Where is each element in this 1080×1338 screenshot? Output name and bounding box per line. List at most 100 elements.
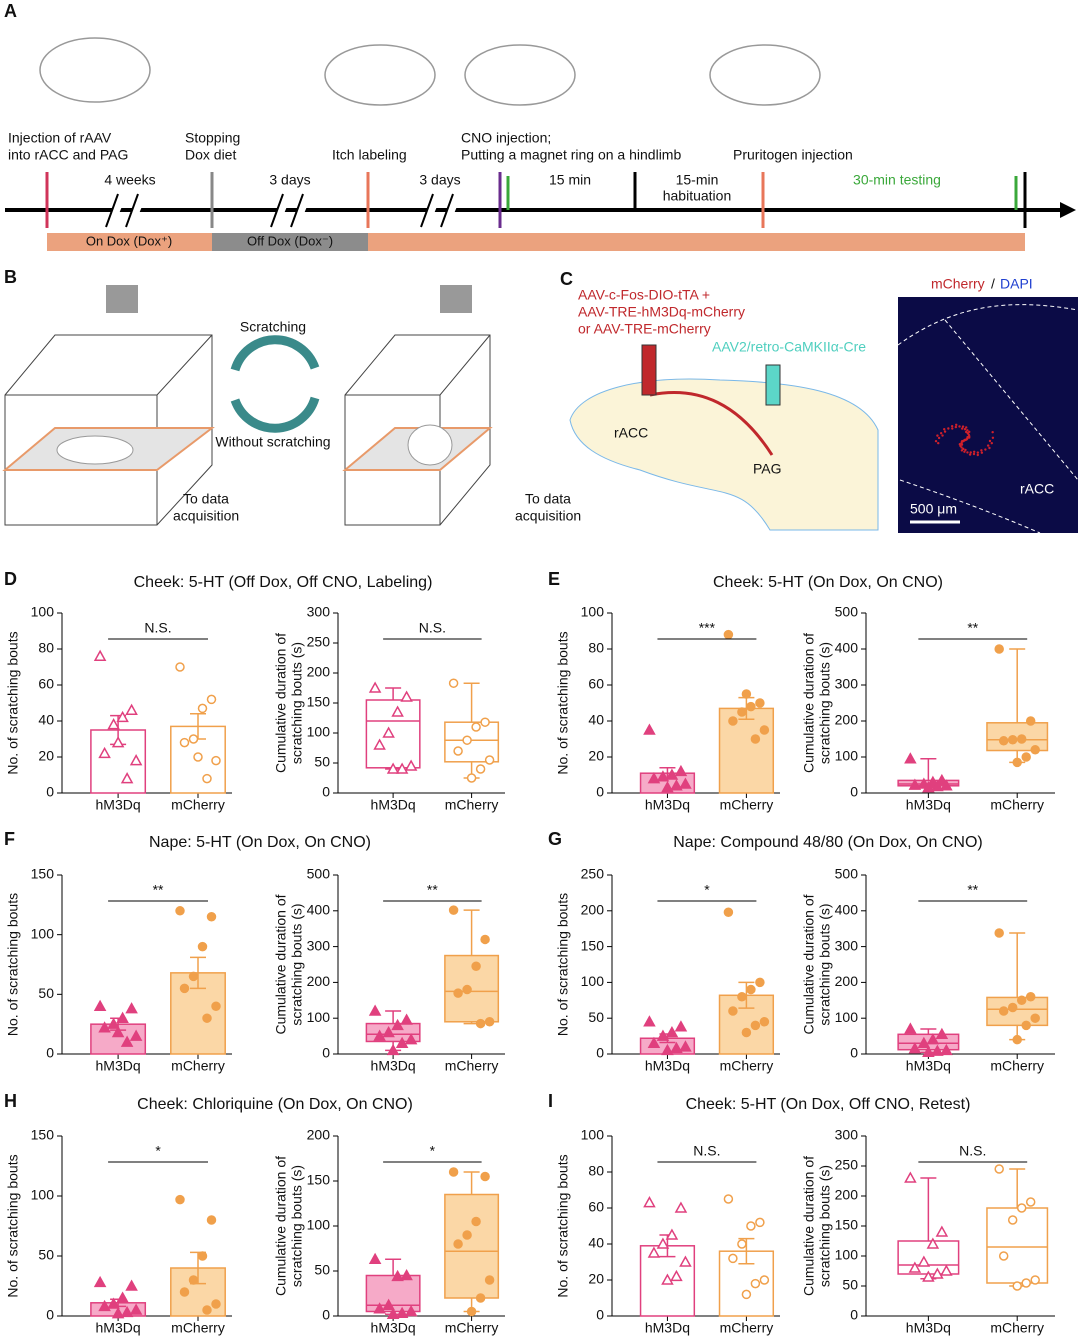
- point: [111, 736, 125, 748]
- y-tick-label: 40: [38, 712, 54, 728]
- time-markers: [45, 172, 1027, 228]
- point: [1021, 1020, 1031, 1031]
- point: [1007, 1215, 1018, 1225]
- x-tick-label: mCherry: [445, 1058, 499, 1074]
- cycle-label: Without scratching: [215, 434, 330, 450]
- point: [466, 1306, 477, 1317]
- point: [116, 710, 129, 723]
- point: [728, 1253, 738, 1264]
- cell: [980, 451, 984, 454]
- point: [129, 1029, 143, 1041]
- y-tick-label: 60: [588, 676, 604, 692]
- point: [368, 1252, 382, 1265]
- chart: 0 100 200 300 400 500 Cumulative duration of sc…: [801, 866, 1055, 1074]
- significance: **: [153, 882, 164, 898]
- y-axis-label: scratching bouts (s): [289, 642, 305, 764]
- cell: [951, 427, 954, 430]
- cell: [991, 436, 995, 440]
- y-tick-label: 300: [307, 937, 331, 953]
- cell: [962, 439, 965, 443]
- point: [391, 705, 404, 717]
- y-tick-label: 20: [38, 748, 54, 764]
- cell: [954, 425, 958, 429]
- x-tick-label: hM3Dq: [96, 1320, 141, 1336]
- point: [453, 746, 463, 756]
- point: [922, 1045, 935, 1057]
- point: [926, 1237, 940, 1249]
- cell: [961, 425, 965, 428]
- y-axis-label: scratching bouts (s): [817, 1165, 833, 1287]
- cell: [972, 450, 976, 453]
- y-tick-label: 200: [835, 973, 859, 989]
- point: [1016, 734, 1027, 744]
- y-tick-label: 20: [588, 748, 604, 764]
- point: [125, 1002, 138, 1014]
- point: [904, 1022, 917, 1034]
- significance: **: [967, 882, 978, 898]
- step: Stopping: [185, 130, 240, 146]
- y-tick-label: 0: [850, 1045, 858, 1061]
- point: [382, 1025, 395, 1038]
- y-tick-label: 60: [38, 676, 54, 692]
- interval: habituation: [663, 188, 732, 204]
- y-tick-label: 400: [307, 902, 331, 918]
- point: [940, 1264, 953, 1276]
- point: [1021, 1278, 1031, 1288]
- y-tick-label: 200: [581, 902, 605, 918]
- micrograph: [898, 297, 1078, 533]
- projection: [649, 391, 774, 456]
- significance: N.S.: [959, 1143, 986, 1159]
- y-tick-label: 500: [835, 866, 859, 882]
- y-tick-label: 50: [38, 985, 54, 1001]
- y-tick-label: 300: [835, 1127, 859, 1143]
- chart: 0 50 100 150 No. of scratching bouts hM3Dq mCh…: [5, 866, 232, 1074]
- point: [202, 1013, 212, 1023]
- point: [453, 988, 463, 998]
- point: [741, 1027, 752, 1038]
- y-tick-label: 500: [307, 866, 331, 882]
- cell: [964, 448, 967, 452]
- point: [935, 773, 949, 786]
- point: [111, 1307, 125, 1319]
- cell: [936, 434, 939, 437]
- y-tick-label: 0: [322, 1307, 330, 1323]
- cell: [988, 446, 991, 450]
- y-axis-label: Cumulative duration of: [801, 1156, 817, 1296]
- point: [931, 1044, 944, 1056]
- point: [935, 1225, 949, 1237]
- box: [444, 721, 500, 763]
- point: [179, 983, 190, 994]
- point: [750, 734, 761, 744]
- point: [188, 971, 199, 982]
- point: [480, 934, 490, 945]
- camera: [106, 285, 138, 313]
- mcherry-cells: [934, 423, 995, 457]
- vector: AAV-c-Fos-DIO-tTA +: [578, 287, 710, 303]
- point: [107, 1297, 120, 1309]
- point: [661, 1043, 674, 1056]
- y-axis-label: Cumulative duration of: [273, 1156, 289, 1296]
- point: [116, 1291, 129, 1303]
- point: [1012, 757, 1022, 768]
- point: [737, 991, 747, 1002]
- point: [368, 1004, 382, 1016]
- acq-label: acquisition: [173, 508, 239, 524]
- chart: 0 50 100 150 200 250 No. of scratching bouts hM…: [555, 866, 780, 1074]
- y-tick-label: 80: [38, 640, 54, 656]
- point: [404, 1304, 418, 1317]
- point: [759, 1275, 770, 1285]
- syringe: [641, 344, 657, 396]
- point: [917, 1036, 931, 1049]
- vector: AAV-TRE-hM3Dq-mCherry: [578, 304, 745, 320]
- significance: *: [155, 1143, 161, 1159]
- dox-bar: [47, 233, 1025, 251]
- point: [448, 678, 459, 688]
- point: [386, 1043, 400, 1056]
- point: [211, 1299, 221, 1309]
- point: [475, 764, 486, 774]
- panel-title: Nape: 5-HT (On Dox, On CNO): [149, 834, 371, 851]
- chart: 0 50 100 150 200 250 300 Cumulative duration of…: [801, 1127, 1055, 1336]
- point: [480, 1171, 490, 1182]
- cell: [943, 428, 946, 431]
- y-tick-label: 50: [314, 754, 330, 770]
